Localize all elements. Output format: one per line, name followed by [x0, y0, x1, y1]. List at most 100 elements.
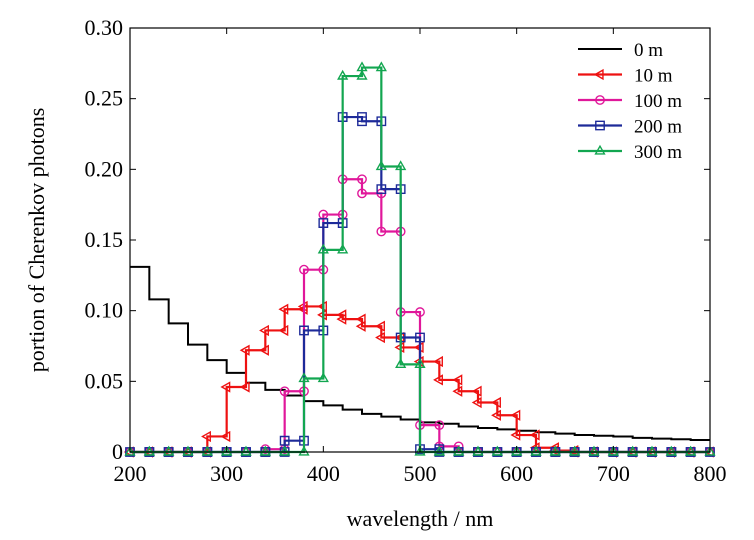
- data-point: [510, 409, 521, 421]
- data-point: [665, 445, 677, 456]
- data-point: [433, 355, 443, 368]
- y-tick-label: 0.30: [85, 15, 124, 40]
- legend-label: 300 m: [634, 142, 682, 163]
- legend-label: 200 m: [634, 117, 682, 138]
- legend-marker: [594, 144, 606, 155]
- data-point: [453, 445, 465, 456]
- data-point: [317, 243, 329, 254]
- data-point: [299, 435, 309, 446]
- y-tick-label: 0: [112, 439, 123, 464]
- data-point: [356, 61, 368, 72]
- x-axis-label: wavelength / nm: [347, 506, 494, 531]
- data-point: [259, 324, 269, 337]
- data-point: [588, 445, 600, 456]
- y-axis-label: portion of Cherenkov photons: [24, 108, 49, 373]
- y-tick-label: 0.25: [85, 86, 124, 111]
- data-point: [317, 372, 329, 383]
- data-point: [415, 307, 425, 317]
- data-point: [318, 218, 329, 228]
- legend-marker: [593, 68, 604, 81]
- data-point: [414, 445, 426, 456]
- data-point: [239, 344, 250, 356]
- data-point: [279, 445, 291, 456]
- data-point: [259, 445, 271, 456]
- data-point: [278, 324, 289, 337]
- data-point: [278, 303, 289, 315]
- series-300-m: [124, 61, 716, 456]
- data-point: [704, 445, 716, 456]
- data-point: [376, 226, 387, 237]
- legend-label: 0 m: [634, 40, 663, 61]
- data-point: [376, 116, 387, 127]
- data-point: [299, 325, 309, 336]
- legend-marker: [595, 95, 605, 105]
- data-point: [356, 69, 368, 80]
- data-point: [529, 429, 540, 441]
- data-point: [279, 386, 290, 397]
- axes: 200 300 400 500 600 700 800 0 0.05 0.10 0.15 0.20 0.…: [85, 15, 727, 486]
- x-tick-label: 400: [307, 461, 340, 486]
- data-point: [337, 69, 349, 80]
- data-point: [201, 430, 211, 443]
- data-point: [355, 313, 366, 325]
- legend-label: 100 m: [634, 91, 682, 112]
- data-point: [471, 385, 482, 397]
- data-point: [452, 385, 463, 397]
- data-point: [239, 381, 250, 393]
- data-point: [549, 445, 561, 456]
- data-point: [395, 358, 407, 369]
- data-point: [375, 61, 387, 72]
- legend-entry-0-m: 0 m: [578, 40, 663, 61]
- data-point: [433, 445, 445, 456]
- data-point: [298, 372, 310, 383]
- data-point: [452, 374, 463, 386]
- data-point: [221, 445, 233, 456]
- data-point: [453, 441, 464, 452]
- series-line-300-m: [130, 66, 710, 454]
- legend-entry-200-m: 200 m: [578, 117, 682, 138]
- data-point: [143, 445, 155, 456]
- data-point: [510, 429, 521, 441]
- x-tick-label: 600: [500, 461, 533, 486]
- x-tick-label: 200: [114, 461, 147, 486]
- data-point: [259, 344, 269, 356]
- data-point: [376, 184, 387, 195]
- x-tick-label: 700: [597, 461, 630, 486]
- data-point: [415, 332, 425, 343]
- data-point: [569, 445, 581, 456]
- data-point: [471, 396, 482, 409]
- data-point: [395, 332, 406, 343]
- data-point: [375, 320, 385, 332]
- x-tick-label: 300: [210, 461, 243, 486]
- data-point: [511, 445, 523, 456]
- data-point: [355, 320, 366, 332]
- data-point: [646, 445, 658, 456]
- legend-marker: [595, 120, 605, 131]
- y-tick-label: 0.05: [85, 368, 124, 393]
- data-point: [395, 184, 406, 195]
- plot-area: [123, 61, 716, 458]
- data-point: [279, 435, 290, 446]
- data-point: [491, 396, 501, 409]
- data-point: [395, 160, 407, 171]
- legend-entry-300-m: 300 m: [578, 142, 682, 163]
- data-point: [472, 445, 484, 456]
- legend-entry-100-m: 100 m: [578, 91, 682, 112]
- x-tick-label: 500: [404, 461, 437, 486]
- data-point: [375, 331, 385, 344]
- y-tick-label: 0.10: [85, 298, 124, 323]
- data-point: [337, 218, 348, 228]
- data-point: [336, 313, 347, 325]
- legend-label: 10 m: [634, 66, 673, 87]
- data-point: [220, 430, 231, 443]
- data-point: [220, 381, 231, 393]
- data-point: [414, 358, 426, 369]
- data-point: [318, 325, 329, 336]
- y-tick-label: 0.15: [85, 227, 124, 252]
- data-point: [433, 374, 443, 386]
- data-point: [240, 445, 252, 456]
- data-point: [357, 188, 367, 199]
- data-point: [491, 445, 503, 456]
- data-point: [685, 445, 697, 456]
